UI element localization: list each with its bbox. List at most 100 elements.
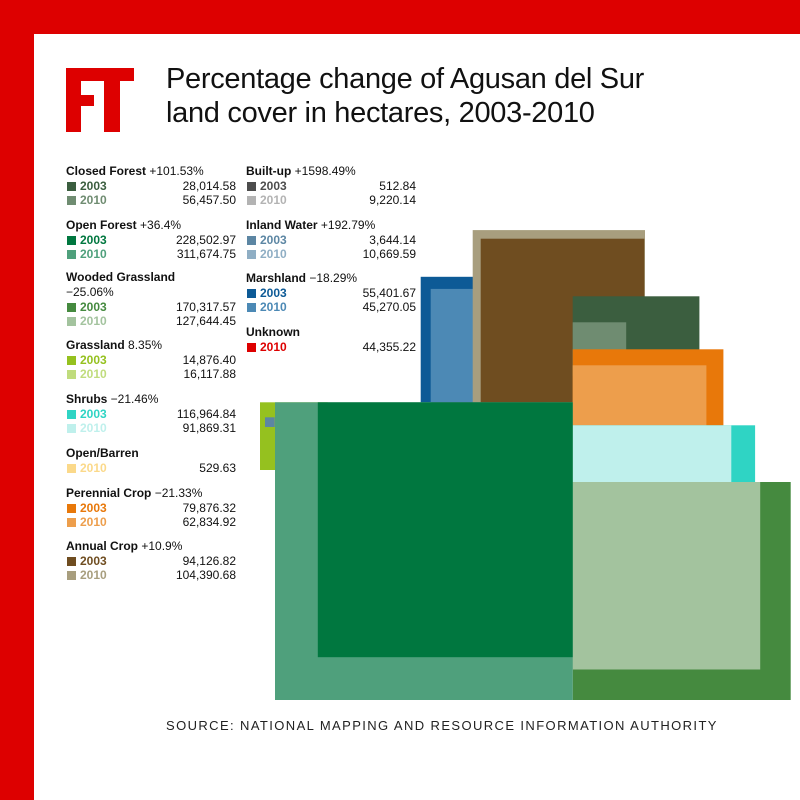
legend-year-label: 2010 bbox=[80, 367, 107, 381]
legend-percent-change: −25.06% bbox=[66, 285, 114, 299]
legend-percent-change: +1598.49% bbox=[291, 164, 356, 178]
legend-row-2010: 2010 44,355.22 bbox=[246, 340, 416, 354]
legend-swatch bbox=[67, 182, 76, 191]
legend-swatch bbox=[67, 196, 76, 205]
legend-year-label: 2010 bbox=[260, 247, 287, 261]
legend-group-title: Perennial Crop −21.33% bbox=[66, 486, 236, 501]
legend-category-name: Grassland bbox=[66, 338, 125, 352]
legend-row-2010: 2010 62,834.92 bbox=[66, 515, 236, 529]
legend-category-name: Unknown bbox=[246, 325, 300, 339]
legend-category-name: Annual Crop bbox=[66, 539, 138, 553]
legend-group-title: Marshland −18.29% bbox=[246, 271, 416, 286]
square-inland-water-2003 bbox=[265, 417, 275, 427]
legend-year-label: 2010 bbox=[80, 515, 107, 529]
legend-percent-change: +10.9% bbox=[138, 539, 183, 553]
legend-swatch bbox=[247, 182, 256, 191]
legend-swatch bbox=[67, 518, 76, 527]
legend-row-2010: 2010 16,117.88 bbox=[66, 367, 236, 381]
legend-row-2010: 2010 529.63 bbox=[66, 461, 236, 475]
legend-category-name: Shrubs bbox=[66, 392, 108, 406]
legend-category-name: Open/Barren bbox=[66, 446, 139, 460]
legend-value: 529.63 bbox=[199, 461, 236, 475]
legend-group-inland-water: Inland Water +192.79% 2003 3,644.14 2010 10,… bbox=[246, 218, 416, 261]
legend-category-name: Perennial Crop bbox=[66, 486, 152, 500]
legend-group-title: Grassland 8.35% bbox=[66, 338, 236, 353]
legend-row-2010: 2010 91,869.31 bbox=[66, 421, 236, 435]
legend-year-label: 2010 bbox=[260, 300, 287, 314]
legend-swatch bbox=[247, 303, 256, 312]
legend-category-name: Inland Water bbox=[246, 218, 318, 232]
legend-group-title: Shrubs −21.46% bbox=[66, 392, 236, 407]
legend-year-label: 2010 bbox=[80, 568, 107, 582]
legend-group-wooded-grassland: Wooded Grassland −25.06% 2003 170,317.57 201… bbox=[66, 270, 236, 328]
legend-row-2010: 2010 45,270.05 bbox=[246, 300, 416, 314]
page-title: Percentage change of Agusan del Sur land… bbox=[166, 62, 726, 130]
legend-percent-change: −21.46% bbox=[107, 392, 159, 406]
legend-year-label: 2003 bbox=[80, 407, 107, 421]
legend-row-2003: 2003 3,644.14 bbox=[246, 233, 416, 247]
legend-value: 311,674.75 bbox=[176, 247, 236, 261]
legend-year-label: 2003 bbox=[80, 501, 107, 515]
legend-percent-change: −18.29% bbox=[306, 271, 358, 285]
legend-row-2010: 2010 127,644.45 bbox=[66, 314, 236, 328]
legend-value: 10,669.59 bbox=[362, 247, 416, 261]
title-line-1: Percentage change of Agusan del Sur bbox=[166, 63, 645, 95]
legend-year-label: 2010 bbox=[80, 421, 107, 435]
legend-value: 79,876.32 bbox=[182, 501, 236, 515]
legend-value: 3,644.14 bbox=[369, 233, 416, 247]
legend-year-label: 2010 bbox=[80, 247, 107, 261]
legend-percent-change: +192.79% bbox=[317, 218, 376, 232]
title-line-2: land cover in hectares, 2003-2010 bbox=[166, 97, 595, 129]
legend-percent-change: −21.33% bbox=[151, 486, 203, 500]
legend-row-2003: 2003 55,401.67 bbox=[246, 286, 416, 300]
legend-row-2003: 2003 228,502.97 bbox=[66, 233, 236, 247]
legend-group-title: Inland Water +192.79% bbox=[246, 218, 416, 233]
legend-swatch bbox=[67, 424, 76, 433]
legend-swatch bbox=[67, 571, 76, 580]
legend-year-label: 2003 bbox=[80, 233, 107, 247]
legend-category-name: Open Forest bbox=[66, 218, 137, 232]
legend-year-label: 2010 bbox=[80, 193, 107, 207]
legend-row-2003: 2003 14,876.40 bbox=[66, 353, 236, 367]
legend-swatch bbox=[67, 250, 76, 259]
legend-group-title: Open Forest +36.4% bbox=[66, 218, 236, 233]
legend-group-open-forest: Open Forest +36.4% 2003 228,502.97 2010 311,… bbox=[66, 218, 236, 261]
legend-swatch bbox=[247, 289, 256, 298]
left-frame-bar bbox=[0, 0, 34, 800]
legend-row-2003: 2003 116,964.84 bbox=[66, 407, 236, 421]
legend-value: 44,355.22 bbox=[362, 340, 416, 354]
legend-year-label: 2010 bbox=[80, 461, 107, 475]
legend-group-title: Annual Crop +10.9% bbox=[66, 539, 236, 554]
legend-value: 94,126.82 bbox=[182, 554, 236, 568]
legend-group-closed-forest: Closed Forest +101.53% 2003 28,014.58 2010 5… bbox=[66, 164, 236, 207]
legend-row-2003: 2003 94,126.82 bbox=[66, 554, 236, 568]
legend-row-2010: 2010 56,457.50 bbox=[66, 193, 236, 207]
legend-value: 16,117.88 bbox=[183, 367, 237, 381]
square-wooded-grassland-2010 bbox=[572, 482, 761, 670]
legend-year-label: 2003 bbox=[260, 233, 287, 247]
top-frame-bar bbox=[0, 0, 800, 34]
legend-group-title: Unknown bbox=[246, 325, 416, 340]
legend-group-marshland: Marshland −18.29% 2003 55,401.67 2010 45,270… bbox=[246, 271, 416, 314]
legend-year-label: 2003 bbox=[260, 286, 287, 300]
legend-year-label: 2010 bbox=[260, 340, 287, 354]
legend-value: 45,270.05 bbox=[362, 300, 416, 314]
legend-swatch bbox=[247, 250, 256, 259]
legend-group-title: Built-up +1598.49% bbox=[246, 164, 416, 179]
legend-swatch bbox=[67, 557, 76, 566]
legend-swatch bbox=[67, 410, 76, 419]
legend-value: 170,317.57 bbox=[175, 300, 236, 314]
legend-year-label: 2010 bbox=[260, 193, 287, 207]
legend-row-2003: 2003 28,014.58 bbox=[66, 179, 236, 193]
legend-category-name: Closed Forest bbox=[66, 164, 147, 178]
legend-year-label: 2003 bbox=[80, 179, 107, 193]
legend-value: 228,502.97 bbox=[175, 233, 236, 247]
legend-row-2010: 2010 10,669.59 bbox=[246, 247, 416, 261]
legend-group-built-up: Built-up +1598.49% 2003 512.84 2010 9,220.14 bbox=[246, 164, 416, 207]
legend-year-label: 2003 bbox=[80, 554, 107, 568]
legend-group-title: Closed Forest +101.53% bbox=[66, 164, 236, 179]
legend-value: 104,390.68 bbox=[175, 568, 236, 582]
legend-group-shrubs: Shrubs −21.46% 2003 116,964.84 2010 91,869.3… bbox=[66, 392, 236, 435]
legend-category-name: Wooded Grassland bbox=[66, 270, 176, 284]
